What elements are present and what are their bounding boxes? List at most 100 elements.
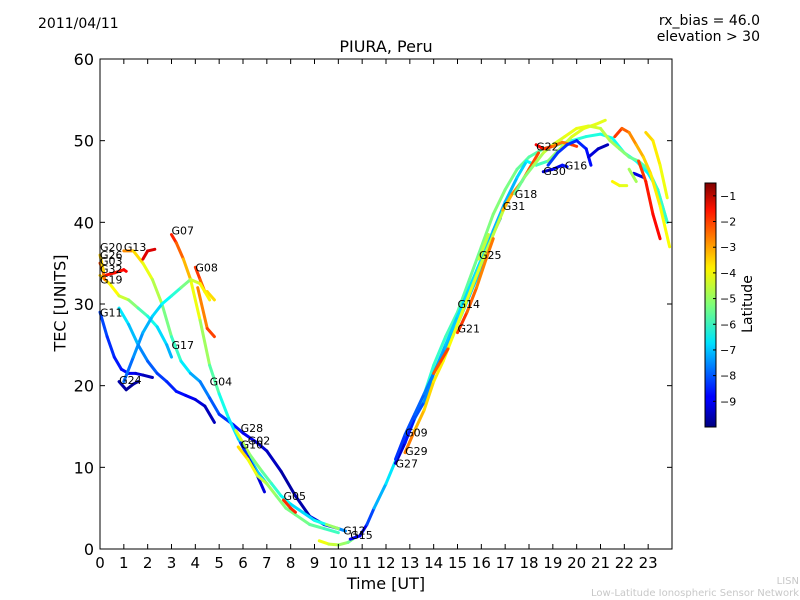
series-segment [196,286,209,330]
series-segment [327,542,340,547]
series-segment [141,261,154,281]
series-g26 [587,143,610,159]
series-segment [255,474,269,486]
series-segment [587,147,600,159]
series-segment [155,325,169,347]
series-segment [231,423,245,435]
series-g10 [236,445,340,535]
series-g27 [394,118,607,465]
series-segment [413,408,426,433]
series-segment [467,257,483,290]
x-tick-label: 17 [496,554,515,572]
x-tick-label: 7 [262,554,272,572]
series-segment [451,310,464,339]
satellite-label-g22: G22 [536,140,559,153]
series-segment [432,335,448,367]
series-segment [515,159,529,179]
series-segment [274,494,288,510]
series-segment [541,144,555,151]
series-segment [205,290,216,302]
series-segment [127,298,140,310]
x-tick-label: 11 [353,554,372,572]
series-segment [255,441,269,453]
y-tick-label: 0 [84,540,94,559]
series-g25 [477,233,490,261]
series-segment [546,151,560,167]
satellite-label-g27: G27 [396,457,419,470]
plot-frame [99,58,673,550]
x-axis-label: Time [UT] [346,574,426,593]
series-segment [193,265,202,281]
series-segment [155,371,169,384]
series-segment [599,126,612,143]
series-segment [184,393,197,402]
series-segment [465,286,479,314]
satellite-label-g28: G28 [241,422,264,435]
satellite-label-g14: G14 [458,298,481,311]
series-segment [160,294,173,306]
series-segment [372,482,388,510]
colorbar-tick-label: −6 [720,318,736,331]
series-segment [477,233,490,261]
satellite-label-g15: G15 [350,529,373,542]
series-segment [170,233,178,245]
y-tick-label: 30 [74,295,94,314]
x-tick-label: 14 [424,554,443,572]
series-g14 [456,237,495,335]
series-g23 [637,159,662,241]
series-segment [651,212,662,241]
series-segment [608,139,622,151]
series-segment [403,412,417,437]
satellite-label-g29: G29 [405,445,428,458]
series-segment [336,540,350,547]
series-segment [575,124,591,130]
series-g08b [196,286,216,339]
series-segment [198,318,212,367]
x-tick-label: 18 [519,554,538,572]
series-segment [203,404,216,424]
series-segment [322,527,340,535]
axis-ticks: 0 1 2 3 4 5 6 7 8 9 10 11 12 13 14 15 16 17 18 19 20 21 22 2301… [74,50,672,572]
series-segment [189,278,202,322]
colorbar-tick-label: −1 [720,190,736,203]
satellite-label-g19: G19 [100,274,123,287]
series-segment [491,188,507,216]
series-segment [560,163,569,169]
series-segment [313,518,328,526]
x-tick-label: 13 [400,554,419,572]
date-label: 2011/04/11 [38,16,119,32]
series-segment [627,167,638,183]
series-segment [150,278,164,306]
series-g12 [317,537,355,547]
series-segment [117,306,131,326]
series-segment [403,429,417,455]
series-segment [644,180,655,216]
series-segment [575,139,588,151]
series-segment [565,139,579,147]
x-tick-label: 10 [329,554,348,572]
series-segment [248,453,264,473]
series-segment [394,433,407,461]
x-tick-label: 23 [639,554,658,572]
series-g28 [234,429,340,531]
colorbar-ticks: −9 −8 −7 −6 −5 −4 −3 −2 −1 [713,190,736,408]
series-segment [644,131,655,143]
series-segment [632,171,645,179]
satellite-labels: G20 G13G26G03G32G19G11G24G07G08G17G04G28G… [100,140,587,542]
series-segment [241,441,252,457]
series-segment [501,192,514,212]
series-segment [467,245,483,281]
series-segment [179,278,193,290]
series-segment [649,171,662,208]
series-segment [422,371,436,396]
x-tick-label: 20 [567,554,586,572]
series-segment [170,335,183,363]
series-segment [444,314,459,347]
series-segment [658,204,672,249]
series-segment [136,306,150,318]
satellite-label-g26: G26 [100,249,123,262]
satellite-label-g07: G07 [172,225,195,238]
series-segment [627,155,641,163]
series-segment [503,175,519,204]
